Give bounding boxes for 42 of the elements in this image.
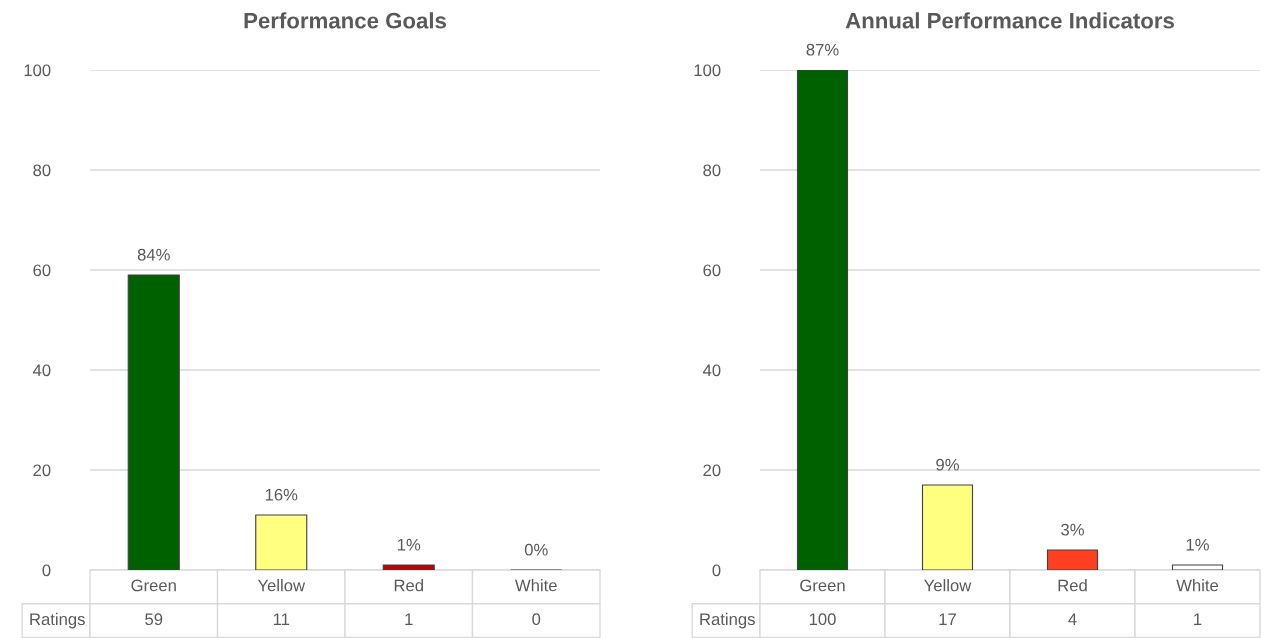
y-tick-label: 60 (703, 264, 721, 277)
x-tick-label: Yellow (257, 579, 306, 592)
x-tick-label: Green (800, 579, 845, 592)
chart-title: Performance Goals (244, 12, 446, 29)
bar (1046, 549, 1099, 570)
annotation: 3% (1061, 523, 1084, 536)
y-tick-label: 40 (32, 364, 51, 377)
data-label: 100 (809, 613, 836, 626)
y-tick-label: 20 (703, 464, 721, 477)
x-tick-label: Red (394, 579, 423, 592)
chart-title: Annual Performance Indicators (845, 12, 1174, 29)
x-tick-label: Green (131, 579, 176, 592)
y-tick-label: 100 (694, 64, 721, 77)
annotation: 1% (1186, 538, 1209, 551)
data-label: 17 (939, 613, 956, 625)
data-label: 0 (532, 613, 541, 626)
y-tick-label: 60 (33, 264, 51, 277)
data-label: 1 (405, 613, 413, 625)
y-tick-label: 0 (42, 564, 51, 577)
y-tick-label: 100 (24, 64, 51, 77)
text: Ratings (30, 612, 85, 629)
text: Ratings (700, 612, 755, 629)
annotation: 0% (524, 543, 548, 556)
x-tick-label: White (515, 579, 557, 592)
annotation: 9% (936, 458, 959, 471)
data-label: 1 (1194, 613, 1202, 625)
data-label: 59 (145, 613, 163, 626)
x-tick-label: Red (1058, 579, 1087, 592)
y-tick-label: 80 (703, 164, 721, 177)
annotation: 1% (397, 538, 421, 551)
annotation: 16% (265, 488, 298, 501)
data-label: 11 (273, 613, 290, 625)
annotation: 87% (806, 43, 839, 56)
data-label: 4 (1068, 613, 1077, 625)
y-tick-label: 80 (33, 164, 51, 177)
x-tick-label: Yellow (924, 579, 972, 592)
x-tick-label: White (1176, 579, 1219, 592)
y-tick-label: 20 (33, 464, 51, 477)
annotation: 84% (137, 248, 170, 261)
bar (382, 564, 435, 570)
y-tick-label: 0 (712, 564, 721, 577)
y-tick-label: 40 (702, 364, 721, 377)
